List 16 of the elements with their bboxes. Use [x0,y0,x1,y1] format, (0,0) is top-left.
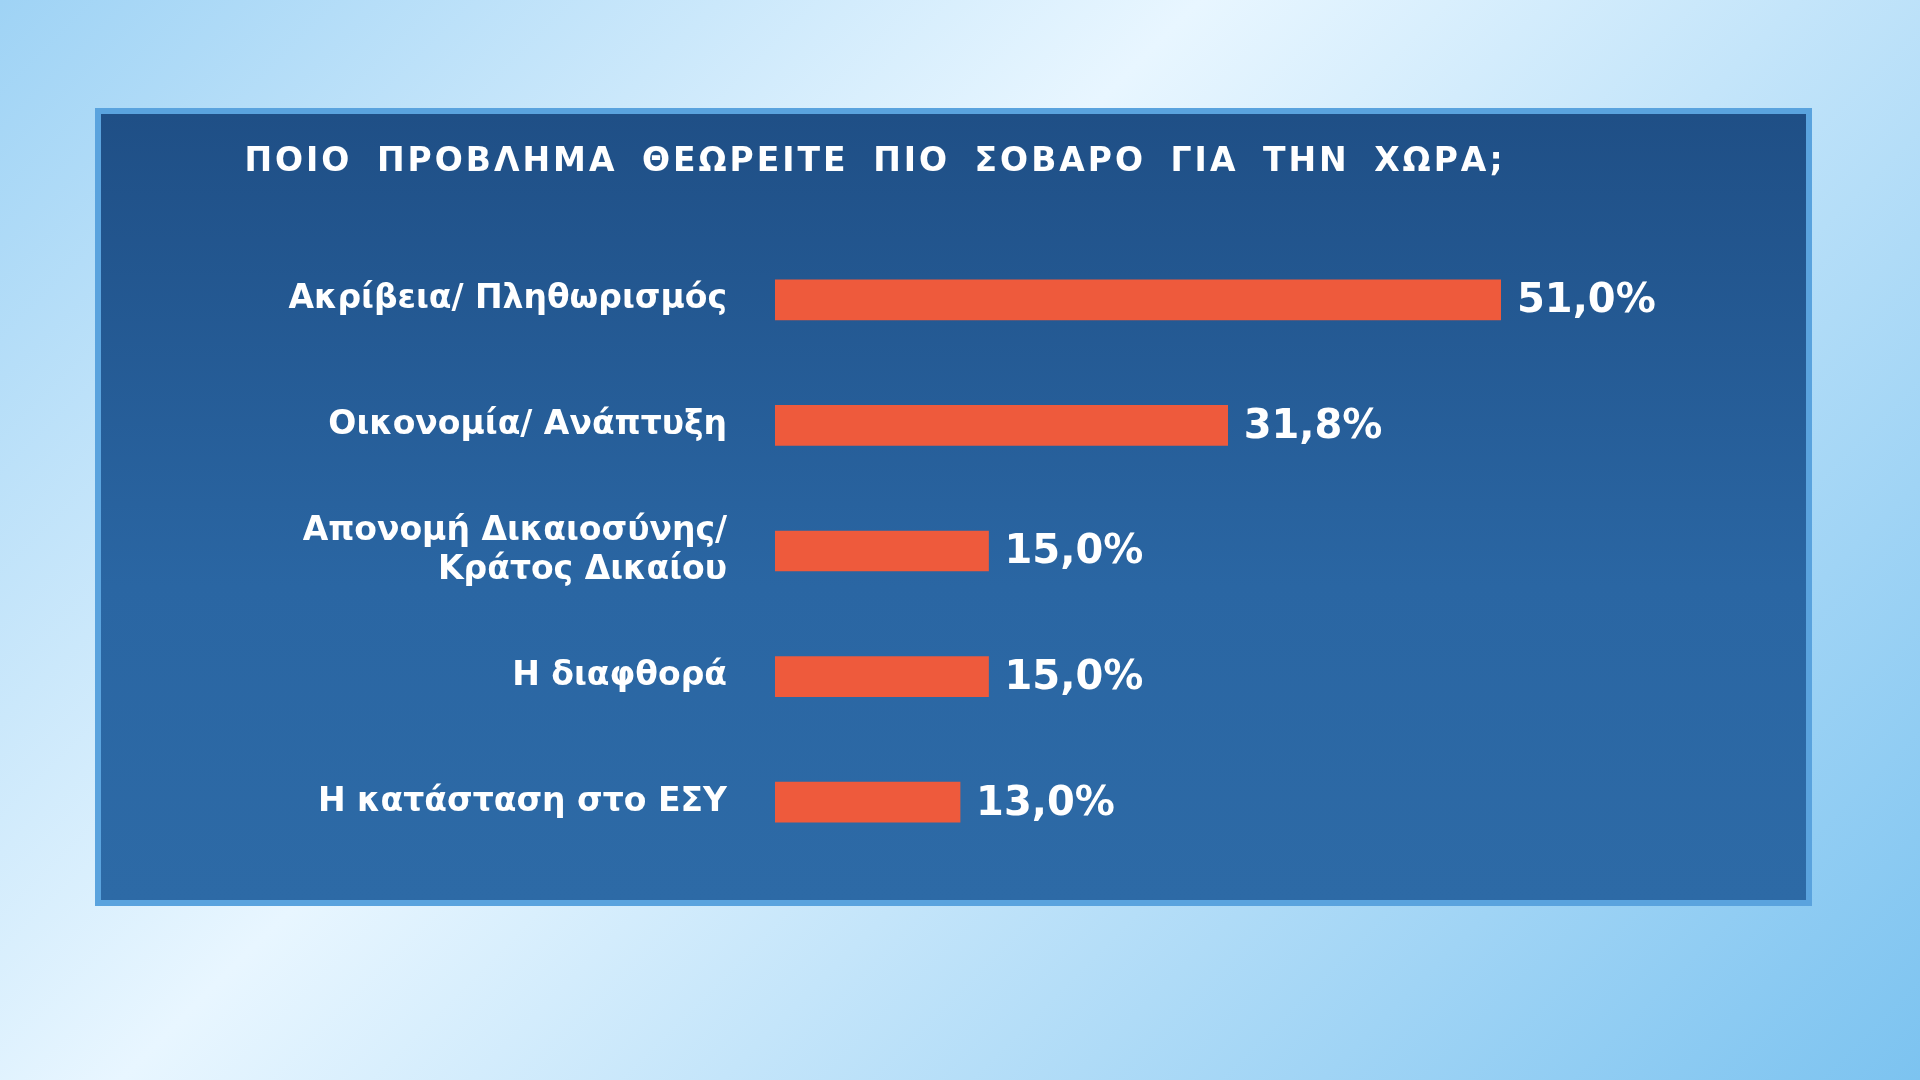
chart-title: ΠΟΙΟ ΠΡΟΒΛΗΜΑ ΘΕΩΡΕΙΤΕ ΠΙΟ ΣΟΒΑΡΟ ΓΙΑ ΤΗΝ ΧΩΡΑ; [243,140,1507,179]
bar [775,781,961,823]
y-tick-label: Απονομή Δικαιοσύνης/ Κράτος Δικαίου [302,508,728,588]
bar [775,279,1501,321]
y-tick-label: Η διαφθορά [512,654,727,694]
bar [775,405,1229,446]
data-label: 51,0% [1517,275,1656,322]
y-tick-label: Οικονομία/ Ανάπτυξη [328,402,727,442]
y-tick-label: Ακρίβεια/ Πληθωρισμός [288,277,727,317]
bar [775,656,989,697]
data-label: 31,8% [1243,400,1383,447]
data-label: 15,0% [1004,526,1144,573]
data-label: 15,0% [1004,651,1144,698]
bar [775,530,989,572]
data-label: 13,0% [976,777,1115,824]
y-tick-label: Η κατάσταση στο ΕΣΥ [318,779,729,819]
